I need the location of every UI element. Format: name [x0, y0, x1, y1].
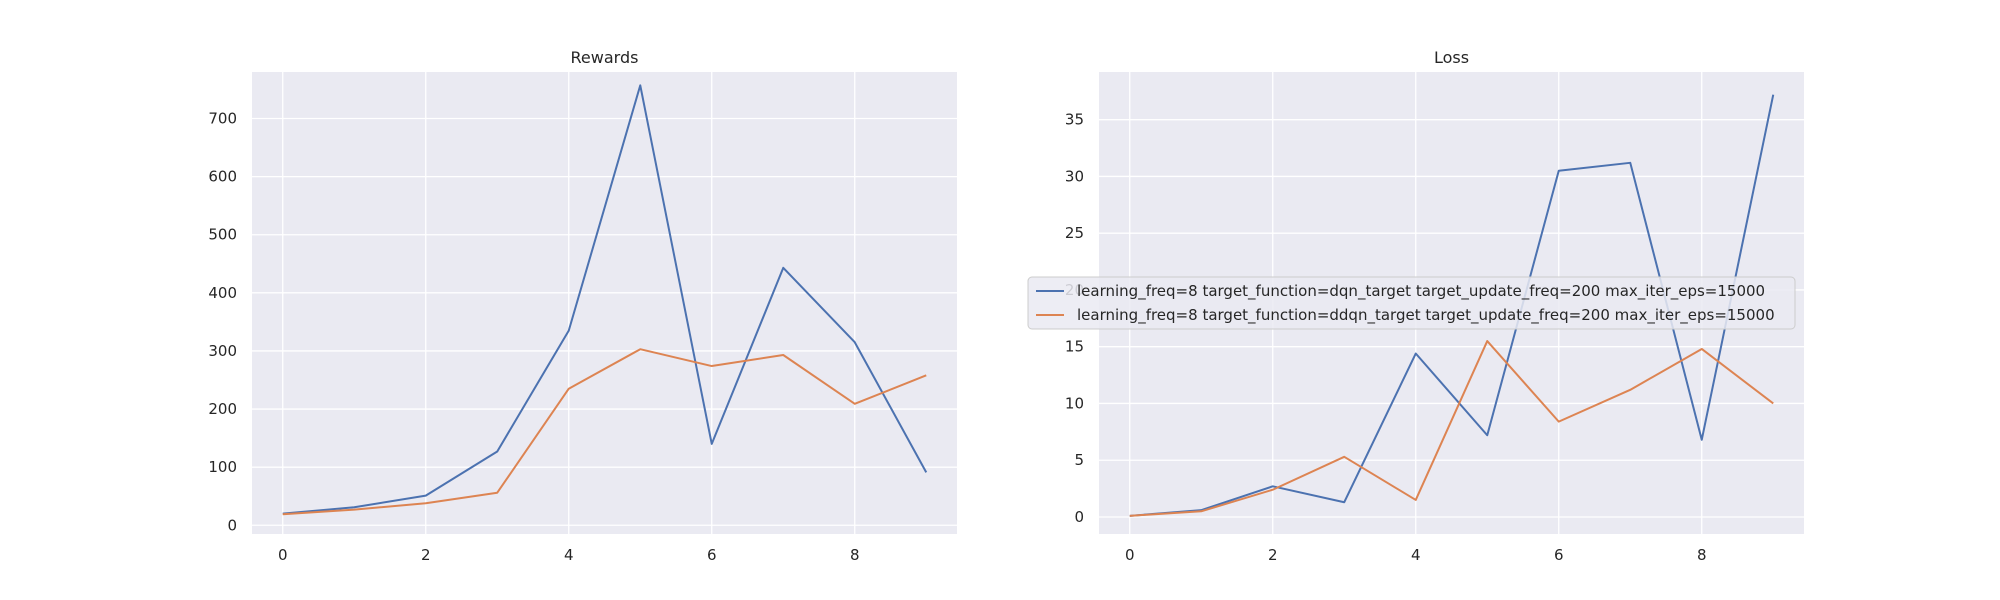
y-tick-label: 30	[1065, 167, 1084, 185]
x-tick-label: 0	[1125, 546, 1135, 564]
chart-title: Rewards	[571, 48, 639, 67]
legend-box	[1027, 276, 1796, 330]
x-tick-label: 0	[278, 546, 288, 564]
y-tick-label: 400	[208, 284, 237, 302]
x-tick-label: 6	[1554, 546, 1564, 564]
series-line-dqn	[282, 84, 928, 515]
y-tick-label: 700	[208, 109, 237, 127]
y-tick-label: 500	[208, 226, 237, 244]
y-tick-label: 300	[208, 342, 237, 360]
chart-0: 0 2 4 6 8 0 100 200 300 400 500 600 700 Rewards	[208, 48, 957, 564]
legend-label: learning_freq=8 target_function=ddqn_tar…	[1077, 306, 1775, 325]
x-tick-label: 8	[1697, 546, 1707, 564]
y-tick-label: 200	[208, 400, 237, 418]
y-tick-label: 600	[208, 168, 237, 186]
y-tick-label: 15	[1065, 338, 1084, 356]
y-tick-label: 0	[227, 516, 237, 534]
y-tick-label: 5	[1074, 451, 1084, 469]
x-tick-label: 2	[421, 546, 431, 564]
x-tick-label: 8	[850, 546, 860, 564]
y-tick-label: 25	[1065, 224, 1084, 242]
y-tick-label: 10	[1065, 394, 1084, 412]
legend: learning_freq=8 target_function=dqn_targ…	[1027, 276, 1796, 330]
x-tick-label: 4	[564, 546, 574, 564]
y-tick-label: 35	[1065, 111, 1084, 129]
y-tick-label: 100	[208, 458, 237, 476]
plot-area	[252, 72, 957, 534]
series-line-ddqn	[1129, 340, 1774, 517]
x-tick-label: 6	[707, 546, 717, 564]
x-tick-label: 4	[1411, 546, 1421, 564]
y-tick-label: 0	[1074, 508, 1084, 526]
series-line-ddqn	[282, 348, 927, 516]
chart-title: Loss	[1434, 48, 1469, 67]
legend-label: learning_freq=8 target_function=dqn_targ…	[1077, 282, 1765, 301]
x-tick-label: 2	[1268, 546, 1278, 564]
